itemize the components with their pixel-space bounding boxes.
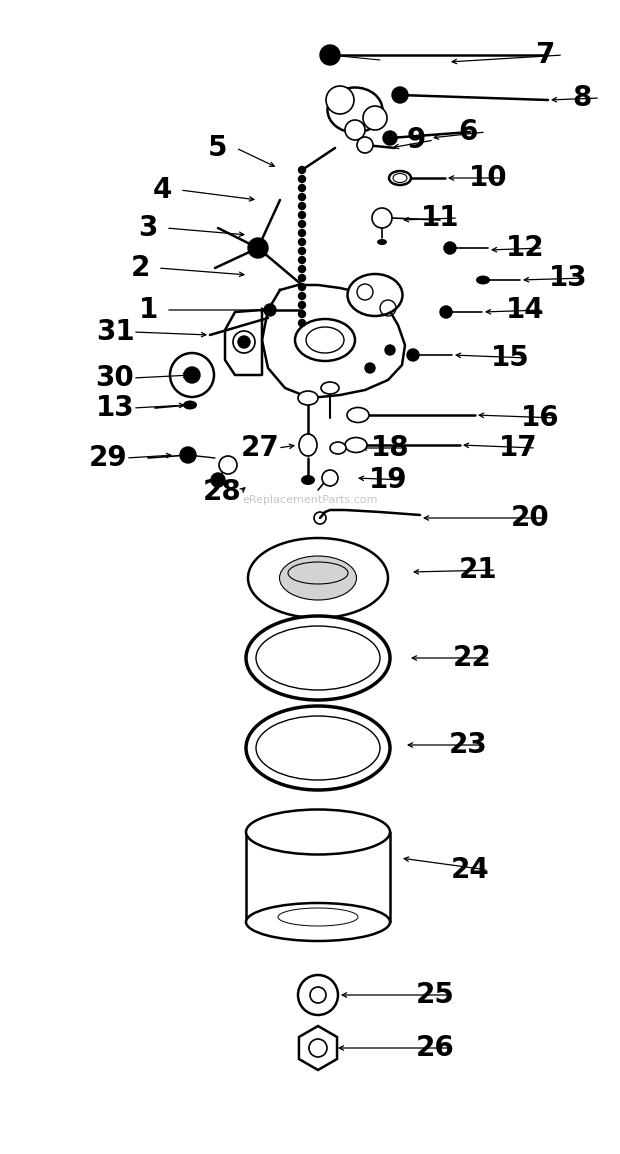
Circle shape bbox=[219, 456, 237, 474]
Circle shape bbox=[326, 87, 354, 114]
Circle shape bbox=[363, 106, 387, 130]
Circle shape bbox=[407, 349, 419, 361]
Circle shape bbox=[298, 301, 306, 308]
Ellipse shape bbox=[347, 407, 369, 422]
Polygon shape bbox=[225, 310, 262, 375]
Circle shape bbox=[383, 132, 397, 145]
Text: 31: 31 bbox=[95, 319, 135, 346]
Circle shape bbox=[298, 175, 306, 182]
Circle shape bbox=[264, 304, 276, 316]
Circle shape bbox=[298, 256, 306, 263]
Circle shape bbox=[320, 45, 340, 65]
Polygon shape bbox=[299, 1026, 337, 1070]
Text: 13: 13 bbox=[549, 264, 587, 292]
Polygon shape bbox=[262, 285, 405, 398]
Text: eReplacementParts.com: eReplacementParts.com bbox=[242, 495, 378, 505]
Text: 13: 13 bbox=[95, 394, 135, 422]
Circle shape bbox=[248, 238, 268, 258]
Text: 26: 26 bbox=[415, 1034, 454, 1062]
Text: 8: 8 bbox=[572, 84, 591, 112]
Circle shape bbox=[298, 202, 306, 210]
Text: 27: 27 bbox=[241, 434, 280, 462]
Text: 21: 21 bbox=[459, 556, 497, 584]
Text: 5: 5 bbox=[208, 134, 228, 162]
Circle shape bbox=[298, 220, 306, 227]
Circle shape bbox=[184, 367, 200, 383]
Text: 22: 22 bbox=[453, 644, 492, 672]
Text: 20: 20 bbox=[511, 504, 549, 532]
Text: 18: 18 bbox=[371, 434, 409, 462]
Text: 14: 14 bbox=[506, 295, 544, 324]
Text: 11: 11 bbox=[421, 204, 459, 232]
Ellipse shape bbox=[321, 382, 339, 394]
Circle shape bbox=[298, 166, 306, 173]
Text: 9: 9 bbox=[406, 126, 425, 153]
Circle shape bbox=[298, 265, 306, 272]
Circle shape bbox=[357, 137, 373, 153]
Ellipse shape bbox=[301, 475, 315, 485]
Circle shape bbox=[298, 247, 306, 255]
Circle shape bbox=[322, 470, 338, 486]
Text: 1: 1 bbox=[138, 295, 157, 324]
Circle shape bbox=[385, 345, 395, 355]
Ellipse shape bbox=[246, 706, 390, 790]
Ellipse shape bbox=[183, 400, 197, 410]
Circle shape bbox=[444, 242, 456, 254]
Circle shape bbox=[298, 310, 306, 317]
Text: 19: 19 bbox=[369, 466, 407, 494]
Text: 3: 3 bbox=[138, 213, 157, 242]
Text: 24: 24 bbox=[451, 856, 489, 884]
Ellipse shape bbox=[298, 391, 318, 405]
Ellipse shape bbox=[256, 625, 380, 690]
Ellipse shape bbox=[248, 538, 388, 619]
Ellipse shape bbox=[476, 276, 490, 285]
Circle shape bbox=[298, 275, 306, 282]
Circle shape bbox=[211, 473, 225, 487]
Circle shape bbox=[372, 208, 392, 228]
Text: 29: 29 bbox=[89, 444, 127, 472]
Ellipse shape bbox=[256, 715, 380, 780]
Text: 23: 23 bbox=[449, 730, 487, 759]
Text: 15: 15 bbox=[490, 344, 529, 372]
Text: 12: 12 bbox=[506, 234, 544, 262]
Circle shape bbox=[180, 447, 196, 463]
Circle shape bbox=[440, 306, 452, 319]
Ellipse shape bbox=[299, 434, 317, 456]
Ellipse shape bbox=[246, 902, 390, 941]
Circle shape bbox=[298, 230, 306, 237]
Circle shape bbox=[238, 336, 250, 349]
Text: 4: 4 bbox=[153, 177, 172, 204]
Text: 7: 7 bbox=[535, 42, 555, 69]
Ellipse shape bbox=[377, 239, 387, 245]
Ellipse shape bbox=[389, 171, 411, 185]
Text: 28: 28 bbox=[203, 478, 241, 505]
Text: 17: 17 bbox=[498, 434, 538, 462]
Ellipse shape bbox=[246, 616, 390, 700]
Text: 6: 6 bbox=[458, 118, 477, 147]
Circle shape bbox=[298, 292, 306, 300]
Circle shape bbox=[298, 284, 306, 291]
Circle shape bbox=[298, 239, 306, 246]
Circle shape bbox=[298, 975, 338, 1016]
Circle shape bbox=[365, 364, 375, 373]
Ellipse shape bbox=[246, 809, 390, 854]
Circle shape bbox=[298, 211, 306, 218]
Text: 30: 30 bbox=[95, 364, 135, 392]
Circle shape bbox=[345, 120, 365, 140]
Circle shape bbox=[298, 185, 306, 192]
Circle shape bbox=[298, 194, 306, 201]
Text: 2: 2 bbox=[130, 254, 149, 282]
Circle shape bbox=[298, 320, 306, 327]
Ellipse shape bbox=[347, 273, 402, 316]
Text: 10: 10 bbox=[469, 164, 507, 192]
Text: 16: 16 bbox=[521, 404, 559, 432]
Text: 25: 25 bbox=[415, 981, 454, 1009]
Ellipse shape bbox=[345, 437, 367, 452]
Ellipse shape bbox=[330, 442, 346, 454]
Ellipse shape bbox=[280, 556, 356, 600]
Circle shape bbox=[392, 87, 408, 103]
Ellipse shape bbox=[327, 88, 383, 133]
